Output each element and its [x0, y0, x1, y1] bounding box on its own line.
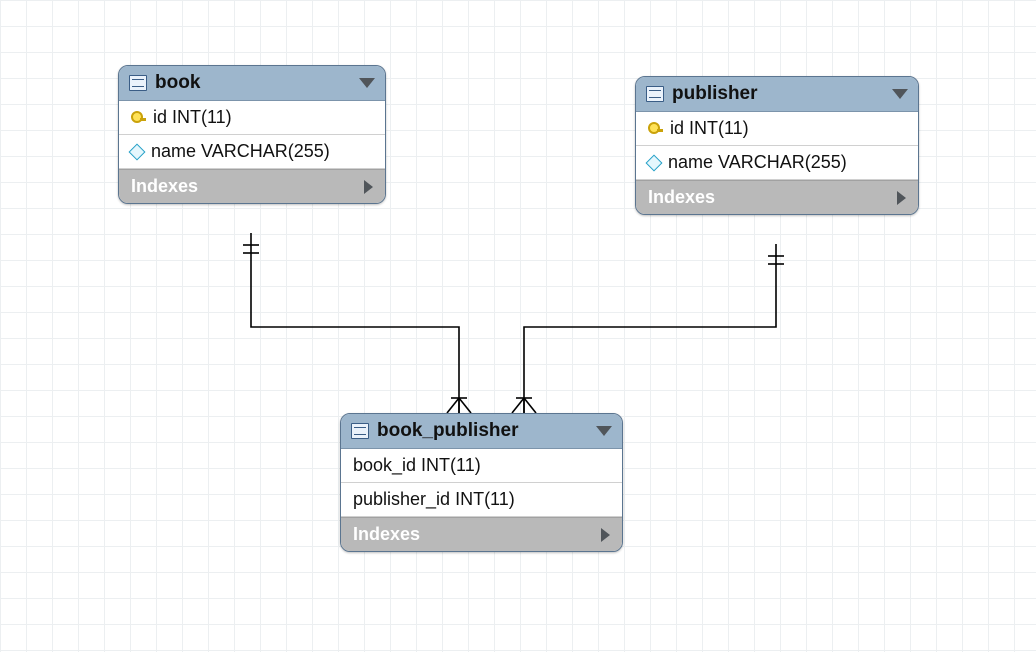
indexes-section[interactable]: Indexes: [341, 517, 622, 551]
chevron-right-icon[interactable]: [364, 180, 373, 194]
column-label: id INT(11): [153, 107, 232, 128]
column-row[interactable]: id INT(11): [636, 112, 918, 146]
table-title: book_publisher: [377, 420, 518, 442]
column-label: publisher_id INT(11): [353, 489, 515, 510]
column-label: name VARCHAR(255): [151, 141, 330, 162]
table-header[interactable]: book_publisher: [341, 414, 622, 449]
table-header[interactable]: publisher: [636, 77, 918, 112]
indexes-section[interactable]: Indexes: [636, 180, 918, 214]
chevron-down-icon[interactable]: [892, 89, 908, 99]
column-row[interactable]: book_id INT(11): [341, 449, 622, 483]
column-row[interactable]: name VARCHAR(255): [119, 135, 385, 169]
table-title: book: [155, 72, 200, 94]
primary-key-icon: [131, 111, 145, 125]
primary-key-icon: [648, 122, 662, 136]
chevron-down-icon[interactable]: [359, 78, 375, 88]
indexes-label: Indexes: [353, 524, 420, 545]
table-icon: [646, 86, 664, 102]
column-row[interactable]: id INT(11): [119, 101, 385, 135]
table-header[interactable]: book: [119, 66, 385, 101]
chevron-right-icon[interactable]: [601, 528, 610, 542]
table-icon: [129, 75, 147, 91]
attribute-icon: [646, 154, 663, 171]
column-row[interactable]: name VARCHAR(255): [636, 146, 918, 180]
column-label: book_id INT(11): [353, 455, 481, 476]
column-row[interactable]: publisher_id INT(11): [341, 483, 622, 517]
chevron-right-icon[interactable]: [897, 191, 906, 205]
indexes-section[interactable]: Indexes: [119, 169, 385, 203]
indexes-label: Indexes: [131, 176, 198, 197]
table-book[interactable]: book id INT(11) name VARCHAR(255) Indexe…: [118, 65, 386, 204]
table-icon: [351, 423, 369, 439]
indexes-label: Indexes: [648, 187, 715, 208]
column-label: id INT(11): [670, 118, 749, 139]
attribute-icon: [129, 143, 146, 160]
table-publisher[interactable]: publisher id INT(11) name VARCHAR(255) I…: [635, 76, 919, 215]
erd-canvas: book id INT(11) name VARCHAR(255) Indexe…: [0, 0, 1036, 652]
table-book-publisher[interactable]: book_publisher book_id INT(11) publisher…: [340, 413, 623, 552]
column-label: name VARCHAR(255): [668, 152, 847, 173]
table-title: publisher: [672, 83, 758, 105]
chevron-down-icon[interactable]: [596, 426, 612, 436]
